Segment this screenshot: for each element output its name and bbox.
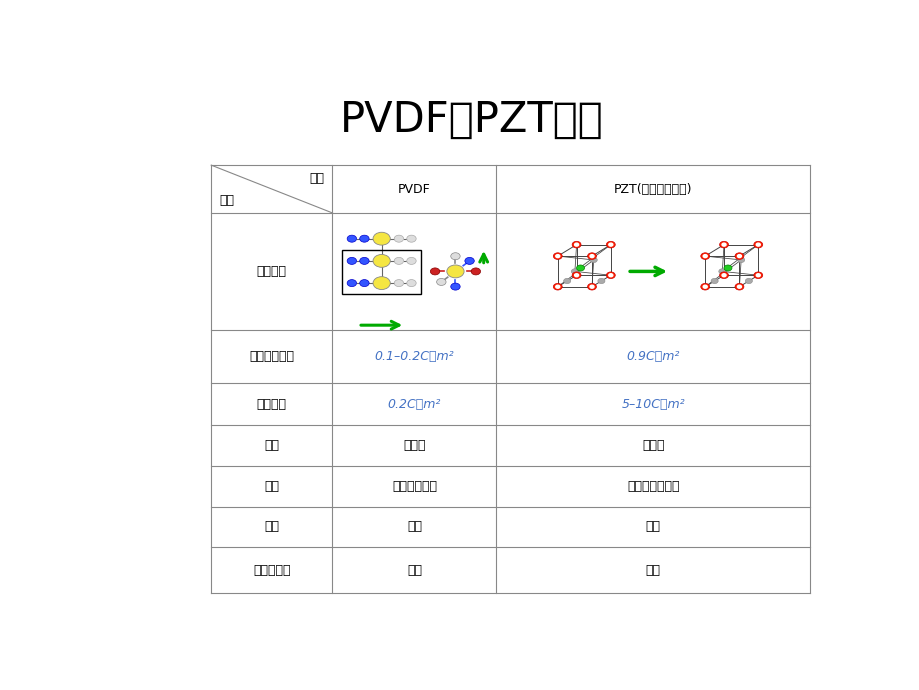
Text: 化学稳定性: 化学稳定性 (253, 564, 290, 577)
Circle shape (346, 257, 357, 264)
Circle shape (471, 268, 480, 275)
Circle shape (552, 284, 562, 290)
Circle shape (574, 274, 578, 277)
Text: PVDF与PZT比较: PVDF与PZT比较 (339, 99, 603, 141)
Circle shape (346, 279, 357, 286)
Circle shape (372, 233, 390, 245)
Circle shape (723, 265, 732, 271)
Circle shape (359, 279, 369, 286)
Circle shape (753, 241, 762, 248)
Circle shape (572, 241, 581, 248)
Circle shape (608, 274, 612, 277)
Text: 柔韧的: 柔韧的 (403, 440, 425, 453)
Text: 密度小，很轻: 密度小，很轻 (391, 480, 437, 493)
Text: 很好: 很好 (406, 564, 422, 577)
Text: PZT(锆钛酸铅陶瓷): PZT(锆钛酸铅陶瓷) (613, 183, 692, 195)
Circle shape (359, 257, 369, 264)
Circle shape (721, 243, 725, 246)
Circle shape (702, 255, 707, 257)
Circle shape (555, 255, 559, 257)
Circle shape (406, 279, 415, 286)
Text: 0.1–0.2C／m²: 0.1–0.2C／m² (374, 350, 454, 363)
Circle shape (552, 253, 562, 259)
Circle shape (734, 284, 743, 290)
Circle shape (406, 257, 415, 264)
Circle shape (597, 278, 605, 284)
Circle shape (574, 243, 578, 246)
Circle shape (721, 274, 725, 277)
Circle shape (572, 272, 581, 279)
Circle shape (755, 274, 759, 277)
Circle shape (589, 285, 594, 288)
Circle shape (393, 235, 403, 242)
Circle shape (571, 269, 578, 274)
Circle shape (608, 243, 612, 246)
Circle shape (718, 269, 725, 274)
Circle shape (587, 253, 596, 259)
Text: 极化形式: 极化形式 (256, 265, 287, 278)
Circle shape (700, 253, 709, 259)
Text: 较差: 较差 (645, 564, 660, 577)
Circle shape (576, 265, 584, 271)
Bar (342, 250, 420, 294)
Text: PVDF: PVDF (398, 183, 430, 195)
Text: 0.9C／m²: 0.9C／m² (626, 350, 679, 363)
Text: 挠性: 挠性 (264, 440, 279, 453)
Circle shape (450, 283, 460, 290)
Circle shape (589, 257, 596, 263)
Text: 毒性: 毒性 (264, 520, 279, 533)
Circle shape (589, 255, 594, 257)
Circle shape (710, 278, 718, 284)
Circle shape (702, 285, 707, 288)
Circle shape (744, 278, 752, 284)
Circle shape (700, 284, 709, 290)
Text: 无毒: 无毒 (406, 520, 422, 533)
Circle shape (393, 257, 403, 264)
Text: 密度大，比较重: 密度大，比较重 (627, 480, 679, 493)
Circle shape (563, 278, 570, 284)
Circle shape (734, 253, 743, 259)
Text: 自发极化强度: 自发极化强度 (249, 350, 294, 363)
Circle shape (437, 279, 446, 286)
Text: 5–10C／m²: 5–10C／m² (621, 397, 685, 411)
Circle shape (755, 243, 759, 246)
Circle shape (587, 284, 596, 290)
Circle shape (447, 265, 463, 278)
Text: 0.2C／m²: 0.2C／m² (387, 397, 441, 411)
Circle shape (464, 257, 474, 264)
Circle shape (372, 277, 390, 290)
Text: 有毒: 有毒 (645, 520, 660, 533)
Text: 易碎的: 易碎的 (641, 440, 664, 453)
Circle shape (450, 253, 460, 259)
Circle shape (606, 272, 615, 279)
Circle shape (406, 235, 415, 242)
Circle shape (737, 255, 741, 257)
Circle shape (430, 268, 439, 275)
Circle shape (753, 272, 762, 279)
Circle shape (372, 255, 390, 267)
Text: 压电常数: 压电常数 (256, 397, 287, 411)
Circle shape (555, 285, 559, 288)
Circle shape (737, 285, 741, 288)
Text: 物质: 物质 (309, 172, 323, 184)
Circle shape (719, 272, 728, 279)
Circle shape (737, 257, 743, 263)
Text: 特性: 特性 (220, 194, 234, 206)
Circle shape (393, 279, 403, 286)
Circle shape (346, 235, 357, 242)
Circle shape (606, 241, 615, 248)
Circle shape (359, 235, 369, 242)
Text: 重量: 重量 (264, 480, 279, 493)
Circle shape (719, 241, 728, 248)
